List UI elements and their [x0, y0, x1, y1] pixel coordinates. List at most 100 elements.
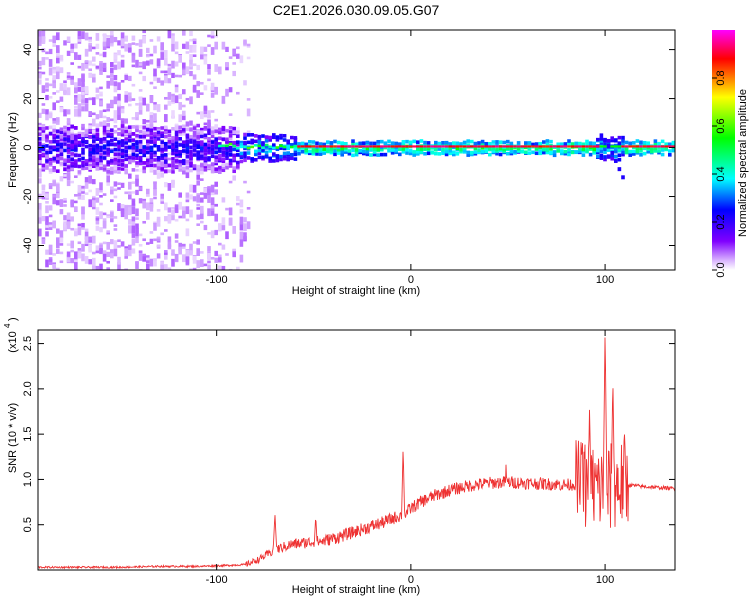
heat-cell [174, 240, 179, 243]
heat-core-cell [416, 145, 420, 148]
heat-cell [236, 46, 240, 50]
heat-cell [542, 147, 546, 152]
heat-core-cell [552, 145, 557, 148]
heat-cell [99, 69, 103, 75]
heat-cell [70, 43, 74, 49]
heat-cell [149, 167, 154, 172]
heat-cell [106, 132, 110, 136]
heat-core-cell [596, 145, 600, 148]
heat-cell [437, 152, 442, 156]
heat-cell [452, 141, 456, 145]
heat-cell [74, 162, 78, 166]
heat-cell [243, 217, 247, 223]
heat-cell [149, 163, 154, 167]
heat-cell [225, 145, 229, 149]
heat-cell [102, 33, 107, 42]
heat-cell [160, 156, 164, 161]
heat-cell [95, 225, 100, 231]
heat-core-cell [470, 145, 474, 148]
heat-cell [603, 155, 607, 159]
heat-cell [236, 142, 240, 147]
heat-cell [117, 182, 121, 185]
heat-cell [444, 140, 449, 145]
heat-cell [174, 207, 179, 211]
heat-core-cell [488, 145, 492, 148]
heat-cell [117, 166, 121, 171]
heat-cell [246, 151, 251, 155]
heat-cell [66, 140, 71, 147]
heat-core-cell [376, 145, 380, 148]
heat-cell [48, 67, 53, 76]
heat-cell [491, 149, 496, 153]
heat-core-cell [254, 144, 258, 147]
heat-cell [45, 112, 49, 121]
heat-cell [200, 205, 204, 214]
heat-cell [167, 63, 172, 67]
heat-cell [106, 230, 110, 233]
heat-cell [214, 167, 218, 171]
heat-cell [88, 135, 92, 139]
heat-cell [124, 145, 128, 150]
heat-cell [95, 33, 100, 41]
heat-cell [369, 141, 373, 146]
heat-cell [124, 94, 128, 103]
heat-core-cell [311, 145, 316, 148]
heat-cell [160, 163, 164, 168]
heat-cell [581, 153, 586, 157]
heat-core-cell [610, 145, 614, 148]
heat-cell [354, 150, 359, 155]
heat-cell [545, 139, 550, 143]
heat-cell [84, 103, 89, 112]
heat-cell [131, 238, 136, 242]
heat-cell [138, 134, 143, 139]
heat-cell [228, 161, 233, 166]
heat-cell [228, 207, 233, 216]
heat-cell [167, 207, 172, 213]
heat-cell [95, 219, 100, 225]
heat-cell [74, 262, 78, 270]
heat-core-cell [664, 145, 668, 148]
heat-cell [563, 142, 568, 146]
heat-cell [210, 31, 215, 39]
heat-cell [45, 155, 49, 161]
heat-cell [218, 265, 222, 270]
heat-cell [146, 211, 150, 220]
heat-cell [146, 103, 150, 112]
heat-core-cell [480, 145, 485, 148]
heat-cell [99, 86, 103, 90]
heat-cell [124, 118, 128, 124]
heat-cell [398, 152, 402, 157]
heat-cell [624, 147, 629, 152]
heat-cell [192, 44, 197, 53]
heat-cell [200, 154, 204, 159]
heat-cell [365, 149, 370, 154]
heat-cell [135, 237, 139, 244]
heat-cell [214, 34, 218, 38]
heat-cell [84, 236, 89, 245]
heat-cell [149, 112, 154, 116]
heat-cell [99, 152, 103, 156]
heat-cell [596, 146, 600, 151]
heat-cell [160, 133, 164, 138]
heat-cell [120, 154, 125, 159]
heat-cell [120, 106, 125, 109]
heat-cell [146, 188, 150, 197]
heat-cell [243, 140, 247, 145]
heat-cell [63, 200, 67, 203]
heat-cell [38, 132, 42, 137]
heat-cell [290, 135, 294, 140]
heat-cell [153, 45, 157, 54]
heat-cell [92, 265, 96, 270]
heat-cell [228, 158, 233, 163]
heat-cell [156, 137, 161, 141]
heat-cell [196, 193, 200, 196]
heat-cell [214, 169, 218, 174]
heat-cell [614, 155, 618, 159]
heat-core-cell [405, 145, 409, 148]
heat-cell [466, 153, 470, 157]
heat-cell [164, 134, 168, 139]
heat-cell [344, 146, 348, 150]
heat-cell [84, 60, 89, 63]
heat-cell [585, 146, 589, 150]
heat-cell [484, 149, 488, 154]
